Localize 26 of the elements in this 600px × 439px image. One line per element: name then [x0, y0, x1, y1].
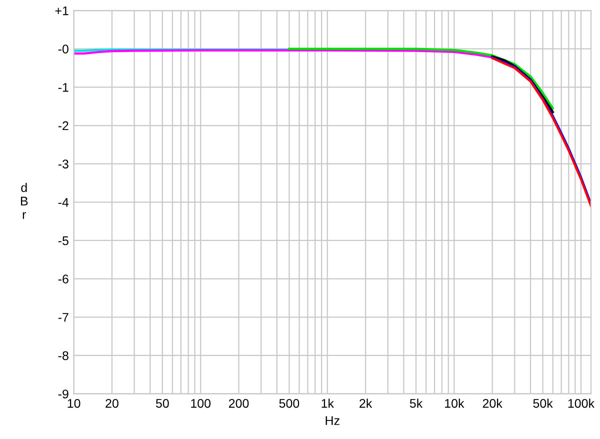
y-tick-label: -2	[58, 121, 68, 130]
x-axis-title: Hz	[326, 416, 340, 425]
y-tick-label: -7	[58, 313, 68, 322]
x-tick-label: 10	[68, 398, 80, 408]
x-tick-label: 500	[279, 398, 300, 408]
x-tick-label: 20	[106, 398, 118, 408]
y-tick-label: -9	[58, 390, 68, 398]
y-tick-label: -3	[58, 160, 68, 168]
y-tick-label: +1	[55, 6, 68, 16]
y-tick-label: -0	[58, 44, 68, 54]
y-tick-label: -1	[58, 83, 68, 92]
x-tick-label: 100k	[568, 398, 595, 408]
x-tick-label: 50k	[533, 398, 553, 408]
x-tick-label: 20k	[482, 398, 502, 408]
y-tick-label: -6	[58, 274, 68, 284]
x-tick-label: 10k	[445, 398, 464, 408]
y-tick-label: -4	[58, 198, 69, 207]
y-axis-title: dBr	[20, 182, 28, 219]
x-tick-label: 50	[156, 398, 169, 408]
x-tick-label: 100	[191, 398, 211, 408]
x-tick-label: 1k	[322, 398, 334, 408]
x-tick-label: 200	[228, 398, 249, 408]
x-tick-label: 5k	[410, 398, 423, 408]
y-tick-label: -8	[58, 351, 68, 360]
x-tick-label: 2k	[360, 398, 372, 408]
y-tick-label: -5	[58, 236, 68, 246]
